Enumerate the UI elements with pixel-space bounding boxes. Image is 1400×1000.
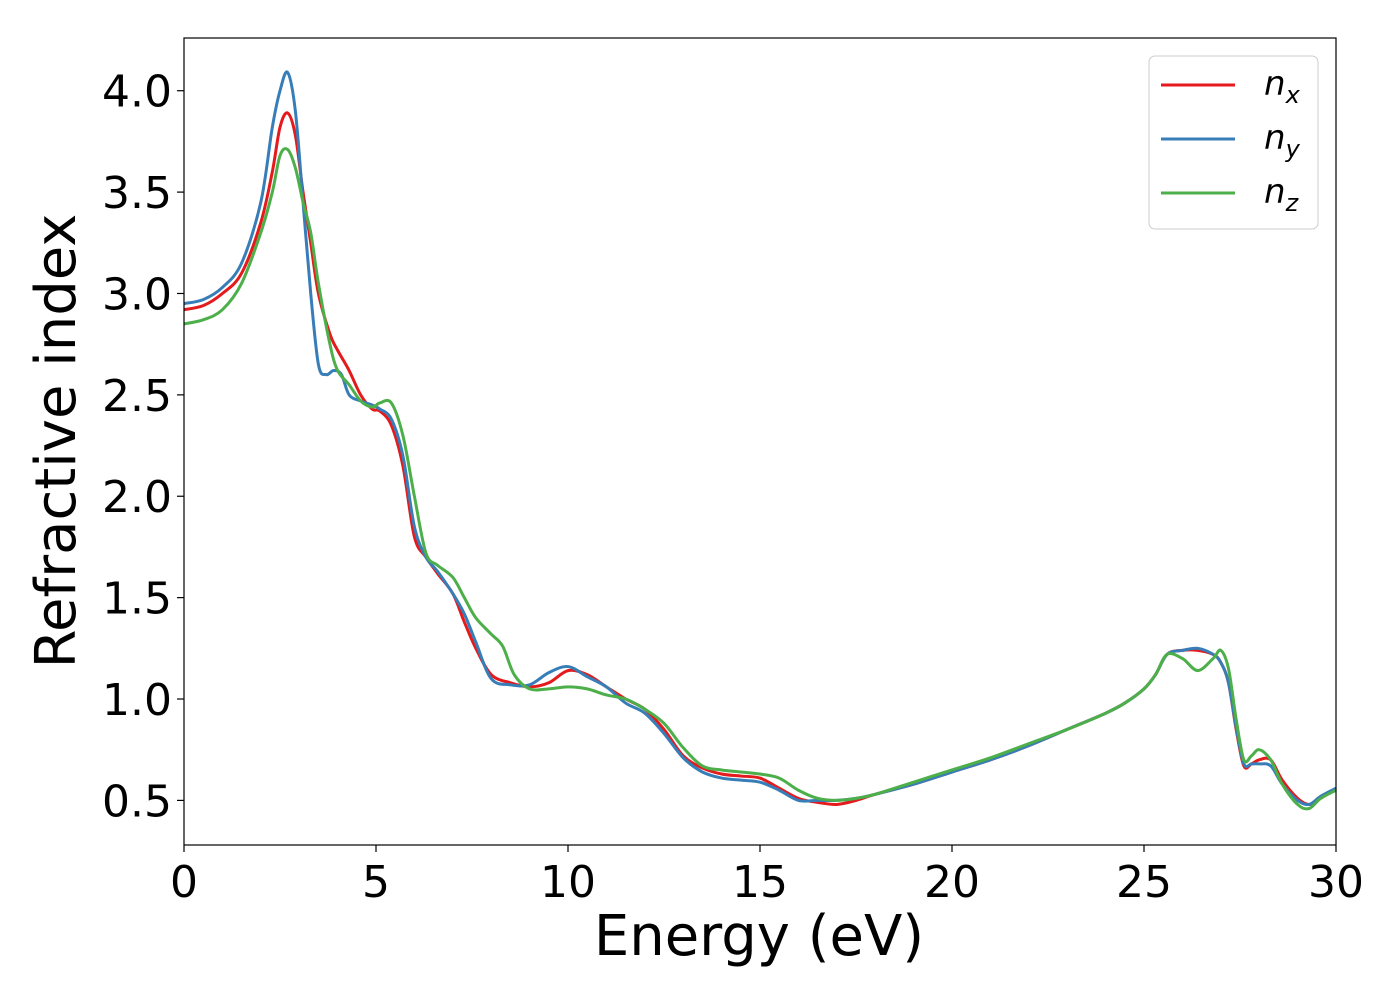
x-tick-label: 25 — [1116, 857, 1172, 908]
series-layer — [183, 70, 1337, 811]
series-line-n-z — [183, 147, 1337, 811]
y-tick-label: 3.0 — [102, 269, 172, 320]
y-tick-label: 3.5 — [102, 168, 172, 219]
x-axis-ticks: 0 5 10 15 20 25 30 — [170, 845, 1364, 908]
y-tick-label: 1.0 — [102, 675, 172, 726]
legend-label-n-y: ny — [1264, 118, 1301, 163]
legend-box — [1148, 55, 1319, 230]
legend-label-n-x: nx — [1264, 64, 1301, 109]
x-tick-label: 0 — [170, 857, 198, 908]
y-tick-label: 4.0 — [102, 67, 172, 118]
y-tick-label: 2.5 — [102, 371, 172, 422]
x-tick-label: 5 — [362, 857, 390, 908]
x-tick-label: 15 — [732, 857, 788, 908]
x-axis-label: Energy (eV) — [594, 904, 924, 969]
y-axis-label: Refractive index — [24, 214, 89, 669]
y-tick-label: 1.5 — [102, 574, 172, 625]
x-tick-label: 20 — [924, 857, 980, 908]
y-tick-label: 0.5 — [102, 776, 172, 827]
legend: nx ny nz — [1148, 55, 1319, 230]
y-axis-ticks: 0.5 1.0 1.5 2.0 2.5 3.0 3.5 4.0 — [102, 67, 184, 827]
series-line-n-y — [183, 70, 1337, 807]
x-tick-label: 30 — [1308, 857, 1364, 908]
x-tick-label: 10 — [540, 857, 596, 908]
y-tick-label: 2.0 — [102, 472, 172, 523]
legend-label-n-z: nz — [1264, 172, 1300, 217]
legend-items: nx ny nz — [1161, 64, 1301, 217]
